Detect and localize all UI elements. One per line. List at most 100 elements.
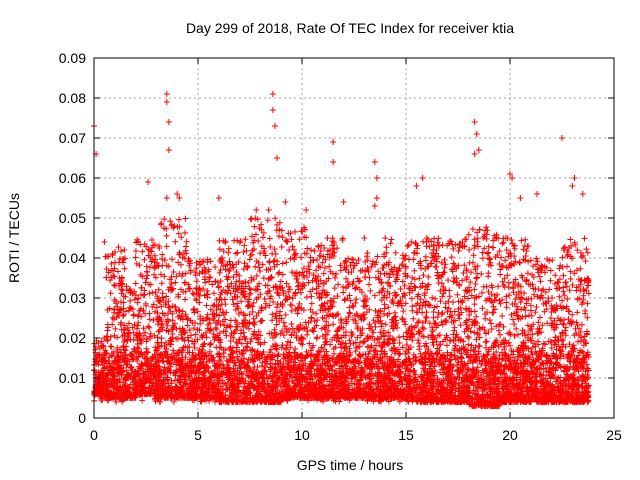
data-point [216,269,223,276]
data-point [110,379,117,386]
data-point [397,286,404,293]
data-point [146,362,153,369]
data-point [140,307,147,314]
data-point [186,344,193,351]
data-point [479,305,486,312]
data-point [154,334,161,341]
data-point [473,313,480,320]
data-point [120,311,127,318]
data-point [116,346,123,353]
data-point [179,308,186,315]
data-point [432,263,439,270]
data-point [282,311,289,318]
data-point [303,331,310,338]
data-point [149,303,156,310]
data-point [111,273,118,280]
data-point [266,258,273,265]
data-point [423,314,430,321]
data-point [162,301,169,308]
data-point [273,284,280,290]
data-point [261,296,268,303]
data-point [409,307,416,314]
data-point [123,367,130,374]
data-point [111,296,118,303]
data-point [405,256,412,263]
data-point [107,343,114,350]
data-point [353,296,360,303]
data-point [109,321,116,328]
data-point [364,250,371,257]
data-point [116,385,123,392]
data-point [468,269,475,276]
data-point [143,338,150,345]
data-point [182,215,189,222]
data-point [322,265,329,272]
data-point [225,245,232,252]
data-point [132,292,139,299]
data-point [294,283,301,290]
data-point [163,232,170,239]
data-point [122,347,129,354]
data-point [259,234,266,241]
data-point [289,243,296,250]
data-point [111,316,118,323]
data-point [175,216,182,223]
data-point [326,263,333,270]
data-point [193,278,200,285]
data-point [287,255,294,262]
data-point [289,269,296,276]
data-point [334,245,341,252]
data-point [233,250,240,257]
data-point [146,290,153,297]
data-point [486,317,493,324]
data-point [161,257,168,264]
data-point [164,322,171,329]
data-point [157,271,164,278]
data-point [114,303,121,310]
data-point [146,324,153,331]
data-point [138,336,145,343]
data-point [142,310,149,317]
data-point [298,254,305,261]
data-point [469,226,476,233]
data-point [202,279,209,286]
data-point [118,326,125,333]
data-point [133,260,140,267]
data-point [281,323,288,330]
data-point [111,265,118,272]
data-point [366,274,373,281]
data-point [454,291,461,298]
data-point [132,390,139,397]
data-point [114,334,121,341]
data-point [108,260,115,267]
data-point [442,261,449,268]
data-point [134,313,141,320]
data-point [120,338,127,345]
data-point [136,330,143,337]
data-point [134,322,141,329]
data-point [169,317,176,324]
data-point [251,223,258,230]
data-point [96,345,103,352]
data-point [315,348,322,355]
data-point [135,331,142,338]
data-point [256,264,263,271]
data-point [313,310,320,317]
data-point [183,238,190,245]
data-point [158,280,165,287]
data-point [138,340,145,347]
data-point [470,252,477,259]
chart-title: Day 299 of 2018, Rate Of TEC Index for r… [186,20,514,36]
data-point [408,295,415,302]
data-point [145,323,152,330]
data-point [445,277,452,284]
data-point [125,320,132,327]
data-point [135,295,142,302]
data-point [161,216,168,223]
data-point [471,286,478,293]
data-point [288,320,295,327]
data-point [178,234,185,241]
data-point [242,312,249,319]
data-point [485,249,492,256]
data-point [167,308,174,315]
